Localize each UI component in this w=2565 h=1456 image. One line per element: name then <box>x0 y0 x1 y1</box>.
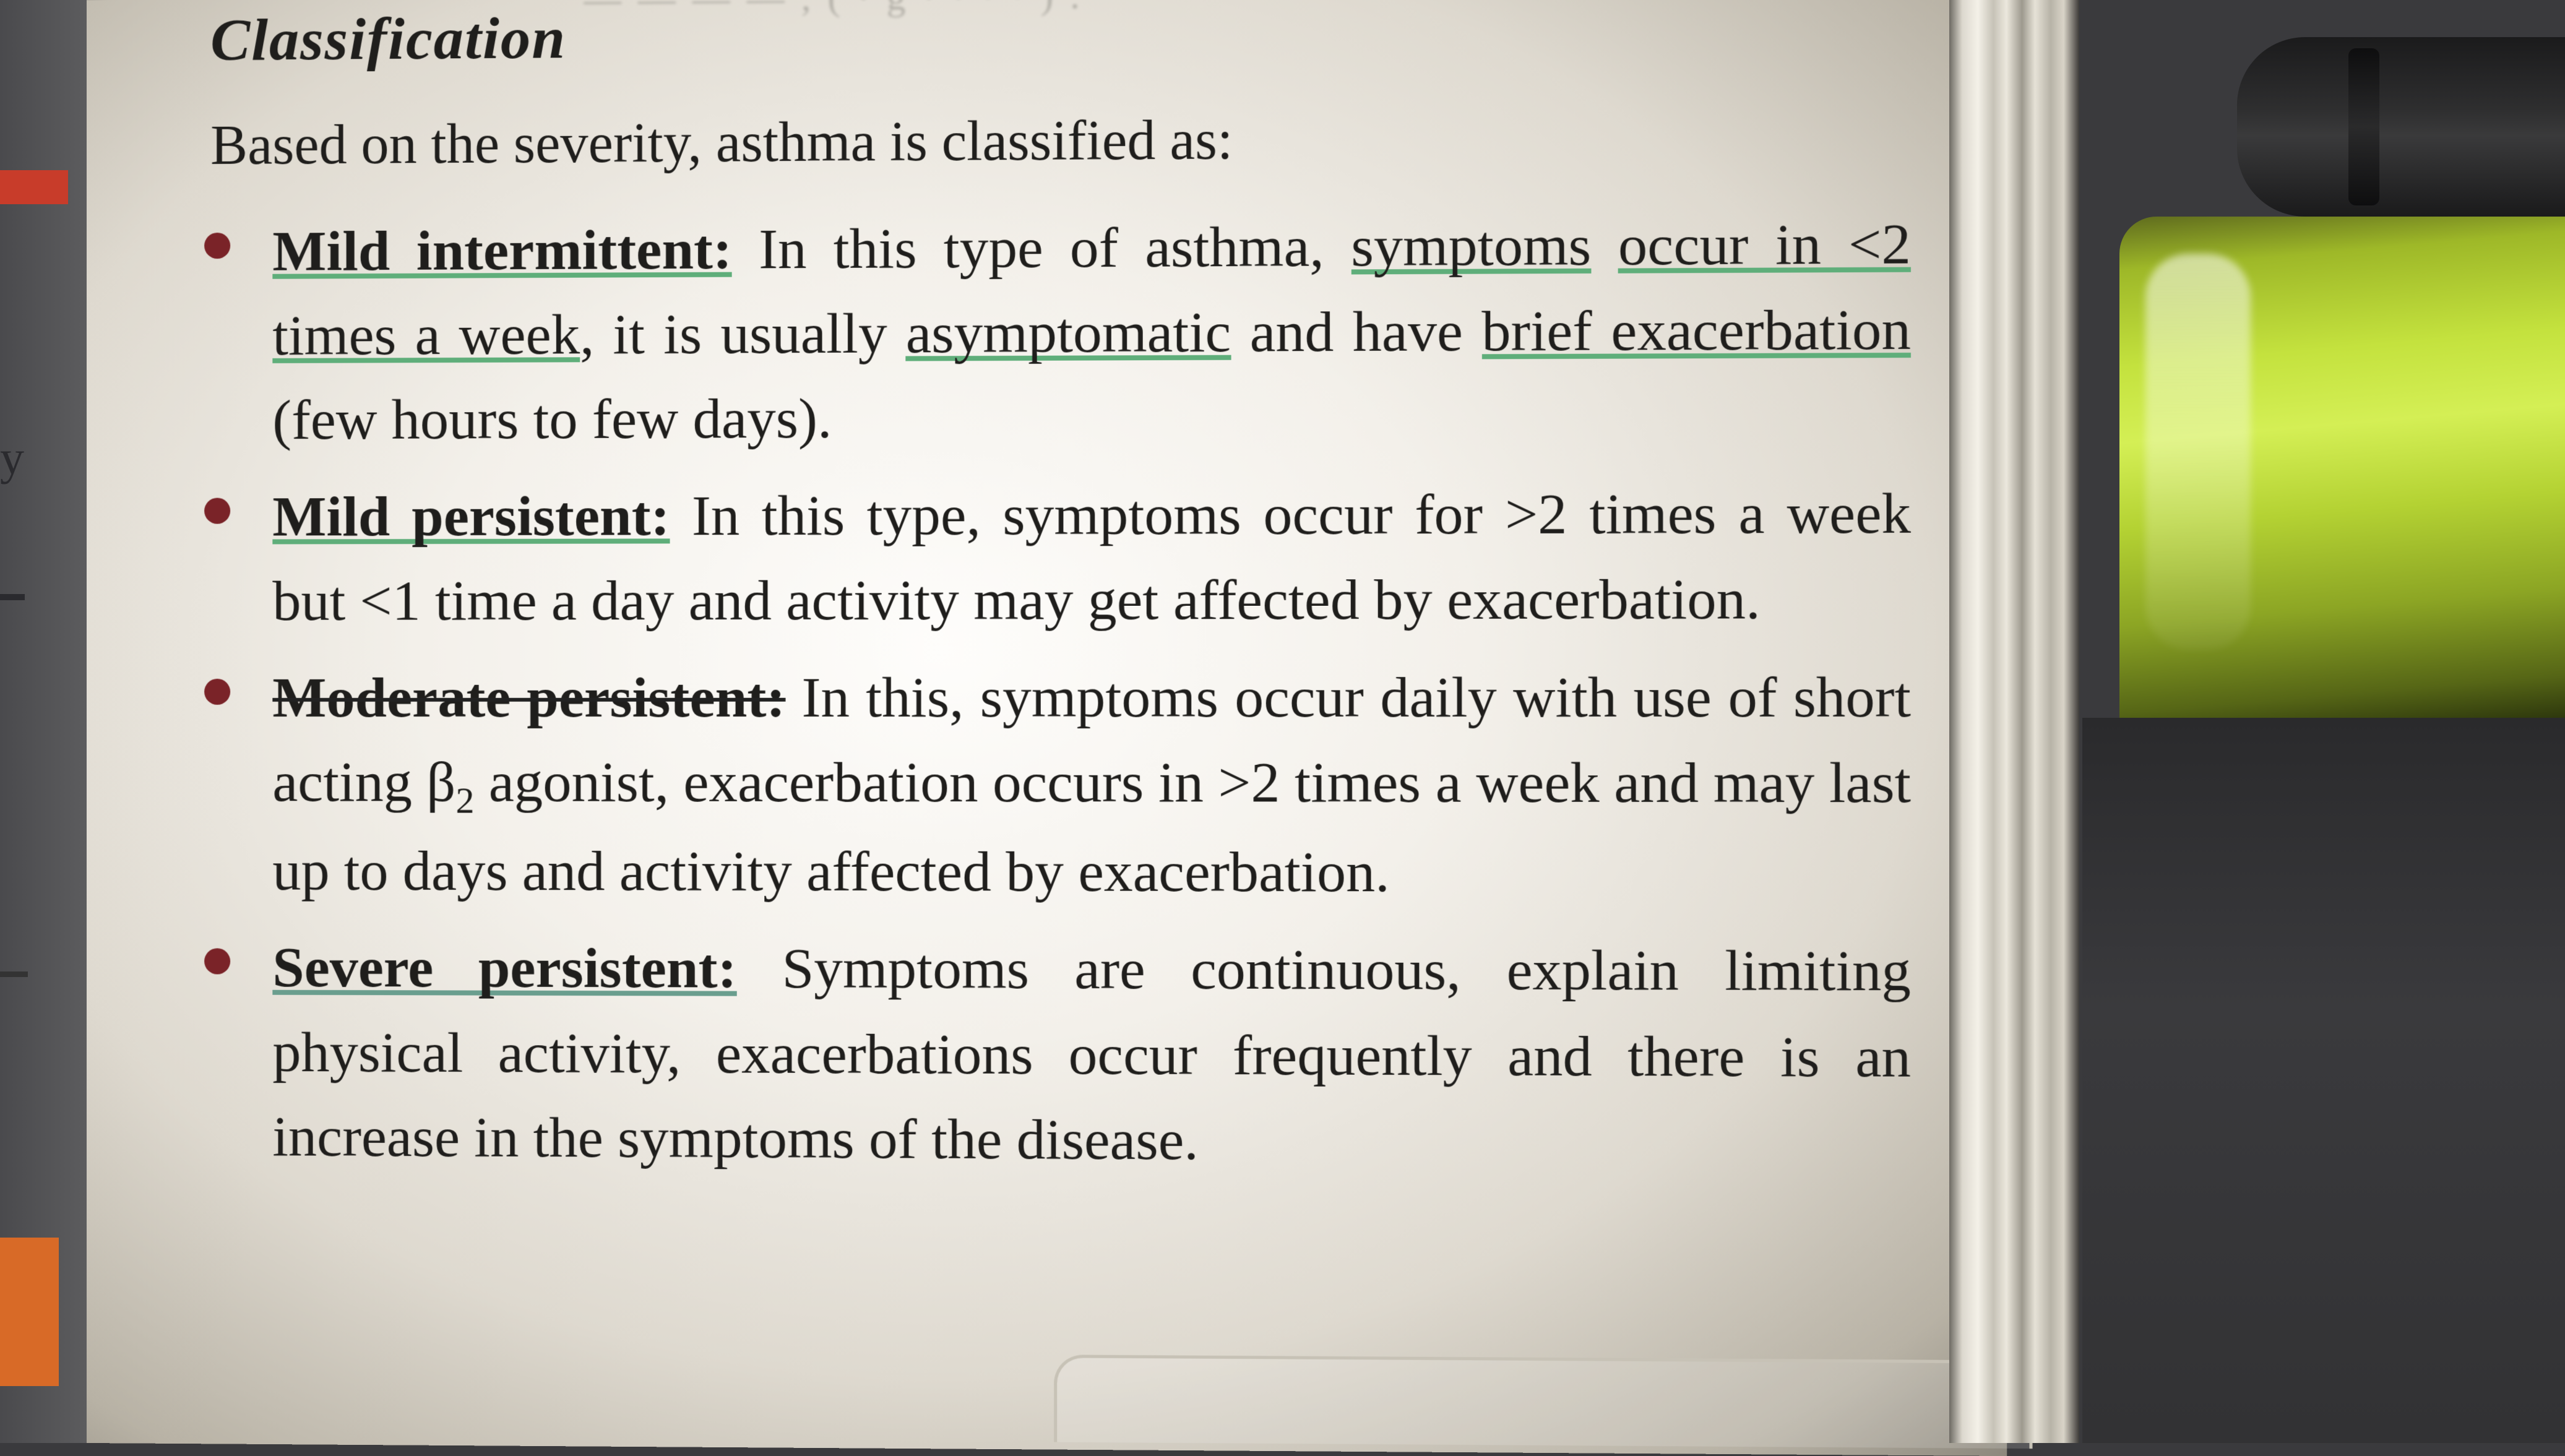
left-red-marker <box>0 170 68 204</box>
body-text: agonist, exacerbation occurs in >2 times… <box>272 751 1911 904</box>
bullet-icon <box>204 232 230 258</box>
left-dash-2 <box>0 971 28 977</box>
underlined-text: brief exacerbation <box>1481 297 1911 363</box>
body-text: , it is usually <box>580 301 906 366</box>
item-severe-persistent: Severe persistent: Symptoms are continuo… <box>272 925 1949 1186</box>
left-margin-strip: y <box>0 0 87 1443</box>
underlined-text: symptoms <box>1351 213 1591 278</box>
item-mild-persistent: Mild persistent: In this type, symptoms … <box>272 470 1949 643</box>
highlighter-body <box>2119 217 2565 718</box>
underlined-text: asymptomatic <box>906 299 1231 364</box>
term-label: Mild persistent: <box>272 484 670 548</box>
term-label: Severe persistent: <box>272 936 736 1000</box>
highlighter-cap-ridge <box>2348 48 2379 205</box>
intro-line: Based on the severity, asthma is classif… <box>210 101 1949 181</box>
right-dark-surface <box>2082 718 2565 1443</box>
item-moderate-persistent: Moderate persistent: In this, symptoms o… <box>272 654 1949 915</box>
book-page: — — — — , ( · g · · · · ) . Classificati… <box>87 0 2007 1456</box>
term-label: Mild intermittent: <box>272 217 732 283</box>
item-mild-intermittent: Mild intermittent: In this type of asthm… <box>272 200 1949 462</box>
left-dash-1 <box>0 594 25 600</box>
subscript: 2 <box>455 780 474 821</box>
left-margin-letter: y <box>0 430 24 486</box>
bullet-icon <box>204 498 230 523</box>
body-text: In this type of asthma, <box>759 214 1351 280</box>
term-label: Moderate persistent: <box>272 666 785 730</box>
bullet-icon <box>204 949 230 975</box>
body-text: (few hours to few days). <box>272 386 832 451</box>
bullet-icon <box>204 679 230 705</box>
body-text: and have <box>1231 299 1481 364</box>
next-box-outline <box>1054 1355 2032 1449</box>
classification-list: Mild intermittent: In this type of asthm… <box>210 200 1949 1186</box>
left-orange-marker <box>0 1238 59 1386</box>
highlighter-pen <box>2119 37 2565 718</box>
highlighter-cap <box>2237 37 2565 217</box>
page-edge-gutter <box>1949 0 2079 1443</box>
body-text <box>1591 213 1618 277</box>
